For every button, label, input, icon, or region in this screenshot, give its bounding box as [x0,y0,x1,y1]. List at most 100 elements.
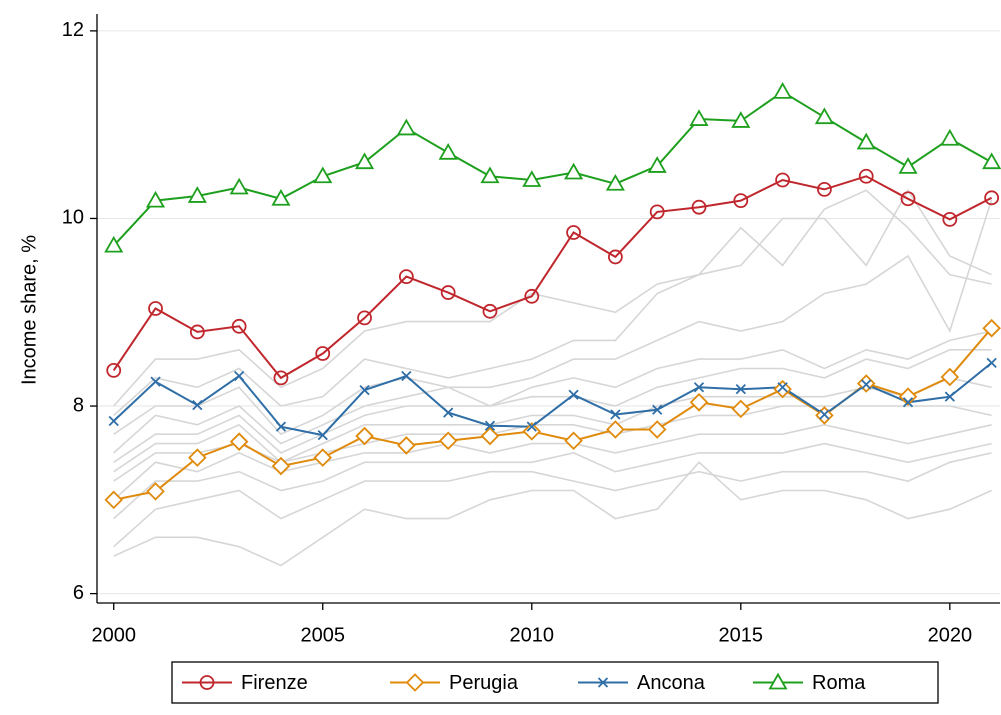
marker [566,225,581,240]
marker [898,157,918,174]
background-line [113,349,992,463]
marker [443,407,454,418]
marker [148,301,163,316]
marker [189,324,205,340]
y-tick-label: 8 [73,394,84,416]
marker [982,152,1001,170]
marker [693,382,705,393]
marker [396,118,416,136]
marker [480,426,500,446]
marker [480,166,500,184]
marker [108,415,119,427]
marker [940,367,960,387]
marker [775,172,791,188]
legend-marker [405,673,425,692]
x-tick-label: 2020 [928,624,973,646]
marker [482,303,498,319]
marker [104,235,124,253]
legend-marker [199,675,215,690]
x-tick-label: 2000 [91,624,136,646]
marker [438,431,458,451]
legend-box [171,661,939,704]
marker [192,399,203,411]
marker [398,269,414,285]
marker [986,357,997,369]
marker [733,193,749,209]
background-line [113,423,992,501]
y-tick-label: 6 [73,582,84,604]
x-tick-label: 2005 [301,624,346,646]
background-line [113,452,992,548]
marker [355,426,374,446]
marker [607,249,623,265]
marker [605,173,625,191]
marker [484,420,496,431]
marker [982,318,1001,338]
marker [942,211,958,227]
marker [146,482,165,501]
marker [438,142,458,160]
background-line [113,189,992,407]
legend-label: Firenze [241,672,308,694]
marker [315,346,331,361]
legend-marker [768,672,788,690]
marker [524,288,540,304]
marker [275,421,287,432]
marker [817,181,832,197]
marker [984,190,1000,206]
marker [229,177,249,195]
marker [689,109,709,126]
marker [647,156,667,173]
marker [856,132,876,150]
marker [313,166,333,184]
marker [229,432,249,451]
marker [187,186,207,203]
legend-label: Ancona [637,672,706,694]
marker [652,404,663,415]
legend-label: Roma [812,672,866,694]
marker [902,397,914,408]
marker [649,204,665,220]
series-line [112,175,993,380]
marker [357,310,372,326]
legend-label: Perugia [449,672,519,694]
marker [188,448,207,467]
marker [271,188,291,206]
marker [606,420,625,439]
y-tick-label: 12 [62,19,84,41]
marker [313,448,333,467]
marker [440,285,456,300]
marker [522,422,542,441]
marker [355,152,375,170]
legend-marker [597,677,609,688]
series-line [112,90,993,247]
marker [359,384,370,396]
x-tick-label: 2010 [510,624,555,646]
marker [568,389,579,400]
y-axis-title: Income share, % [18,235,40,385]
marker [104,490,123,510]
marker [691,199,707,215]
background-line [113,188,992,416]
background-line [113,199,993,436]
y-tick-label: 10 [62,207,84,229]
marker [234,370,245,382]
marker [647,420,667,439]
marker [564,431,583,451]
marker [898,387,918,406]
background-line [113,330,992,454]
marker [735,384,746,395]
marker [273,370,289,386]
marker [731,111,751,128]
marker [777,382,788,393]
x-tick-label: 2015 [719,624,764,646]
marker [940,128,960,146]
background-line [113,442,992,520]
marker [858,168,874,184]
marker [231,318,247,334]
marker [401,370,412,382]
marker [773,82,793,99]
marker [731,399,751,419]
marker [564,162,584,180]
